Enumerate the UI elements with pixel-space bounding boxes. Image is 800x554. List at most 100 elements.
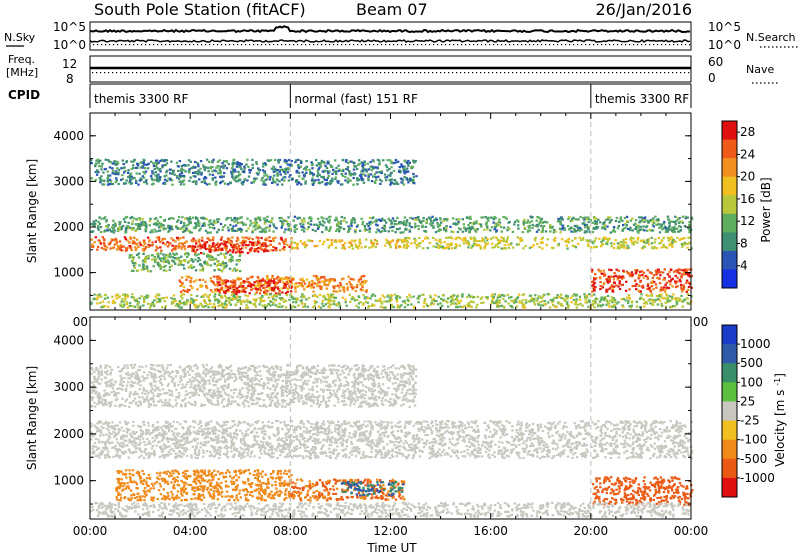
range-gate-cell bbox=[178, 302, 181, 305]
range-gate-cell bbox=[391, 225, 394, 229]
range-gate-cell bbox=[133, 246, 137, 249]
nave-dot bbox=[224, 72, 226, 74]
range-gate-cell bbox=[528, 226, 531, 229]
range-gate-cell bbox=[251, 166, 254, 169]
range-gate-cell bbox=[279, 220, 282, 223]
range-gate-cell bbox=[652, 217, 655, 220]
nave-dot bbox=[284, 72, 286, 74]
range-gate-cell bbox=[375, 231, 378, 234]
range-gate-cell bbox=[640, 270, 643, 273]
range-gate-cell bbox=[366, 162, 369, 165]
range-gate-cell bbox=[390, 160, 393, 163]
range-gate-cell bbox=[651, 281, 654, 284]
range-gate-cell bbox=[162, 219, 166, 222]
range-gate-cell bbox=[249, 169, 253, 172]
range-gate-cell bbox=[336, 290, 339, 293]
range-gate-cell bbox=[672, 238, 675, 242]
range-gate-cell bbox=[138, 172, 141, 175]
range-gate-cell bbox=[172, 217, 175, 220]
range-gate-cell bbox=[218, 291, 222, 294]
nsearch-dot bbox=[645, 44, 647, 46]
range-gate-cell bbox=[243, 177, 247, 181]
range-gate-cell bbox=[465, 242, 469, 245]
range-gate-cell bbox=[215, 264, 219, 267]
range-gate-cell bbox=[521, 231, 524, 234]
range-gate-cell bbox=[469, 305, 473, 308]
nave-dot bbox=[108, 72, 110, 74]
range-gate-cell bbox=[405, 246, 408, 249]
nave-dot bbox=[628, 72, 630, 74]
range-gate-cell bbox=[365, 170, 368, 173]
range-gate-cell bbox=[339, 289, 342, 292]
range-gate-cell bbox=[603, 281, 606, 284]
range-gate-cell bbox=[132, 236, 135, 239]
range-gate-cell bbox=[375, 171, 378, 174]
range-gate-cell bbox=[585, 230, 589, 233]
nsearch-dot bbox=[369, 44, 371, 46]
range-gate-cell bbox=[375, 220, 378, 223]
range-gate-cell bbox=[321, 231, 324, 234]
range-gate-cell bbox=[426, 246, 429, 250]
range-gate-cell bbox=[593, 239, 597, 242]
range-gate-cell bbox=[278, 217, 281, 220]
range-gate-cell bbox=[303, 217, 306, 220]
range-gate-cell bbox=[264, 247, 267, 250]
range-gate-cell bbox=[613, 272, 616, 275]
range-gate-cell bbox=[445, 219, 449, 222]
range-gate-cell bbox=[265, 304, 269, 307]
range-gate-cell bbox=[591, 284, 594, 287]
range-gate-cell bbox=[534, 236, 537, 239]
range-gate-cell bbox=[205, 183, 209, 186]
range-gate-cell bbox=[579, 303, 583, 306]
nave-dot bbox=[172, 72, 174, 74]
range-gate-cell bbox=[656, 220, 659, 223]
range-gate-cell bbox=[593, 277, 596, 280]
range-gate-cell bbox=[347, 179, 351, 183]
range-gate-cell bbox=[597, 303, 600, 306]
range-gate-cell bbox=[348, 246, 351, 249]
range-gate-cell bbox=[154, 249, 158, 252]
range-gate-cell bbox=[242, 290, 245, 293]
range-gate-cell bbox=[373, 220, 377, 223]
range-gate-cell bbox=[142, 171, 145, 174]
range-gate-cell bbox=[91, 243, 94, 246]
range-gate-cell bbox=[678, 221, 681, 224]
range-gate-cell bbox=[283, 170, 286, 174]
range-gate-cell bbox=[274, 304, 278, 307]
range-gate-cell bbox=[624, 238, 628, 241]
range-gate-cell bbox=[606, 240, 609, 243]
range-gate-cell bbox=[621, 219, 624, 222]
range-gate-cell bbox=[468, 231, 471, 234]
nsearch-dot bbox=[629, 44, 631, 46]
range-gate-cell bbox=[213, 284, 217, 287]
range-gate-cell bbox=[564, 295, 568, 298]
range-gate-cell bbox=[642, 276, 645, 279]
range-gate-cell bbox=[114, 243, 118, 246]
range-gate-cell bbox=[597, 218, 600, 221]
range-gate-cell bbox=[138, 241, 141, 244]
range-gate-cell bbox=[231, 256, 234, 259]
nsearch-dot bbox=[465, 44, 467, 46]
range-gate-cell bbox=[226, 251, 230, 254]
range-gate-cell bbox=[106, 305, 110, 308]
range-gate-cell bbox=[409, 296, 412, 299]
range-gate-cell bbox=[264, 293, 267, 296]
nave-dot bbox=[92, 72, 94, 74]
range-gate-cell bbox=[324, 298, 327, 301]
nsearch-dot bbox=[529, 44, 531, 46]
range-gate-cell bbox=[121, 304, 124, 307]
range-gate-cell bbox=[153, 255, 156, 259]
range-gate-cell bbox=[595, 223, 598, 226]
range-gate-cell bbox=[461, 230, 465, 233]
range-gate-cell bbox=[484, 223, 488, 226]
range-gate-cell bbox=[224, 302, 227, 305]
range-gate-cell bbox=[545, 243, 549, 247]
range-gate-cell bbox=[258, 230, 262, 233]
range-gate-cell bbox=[231, 165, 235, 168]
range-gate-cell bbox=[451, 296, 454, 300]
range-gate-cell bbox=[688, 275, 692, 278]
range-gate-cell bbox=[107, 224, 110, 227]
range-gate-cell bbox=[149, 217, 152, 220]
range-gate-cell bbox=[599, 281, 602, 284]
range-gate-cell bbox=[377, 229, 381, 232]
